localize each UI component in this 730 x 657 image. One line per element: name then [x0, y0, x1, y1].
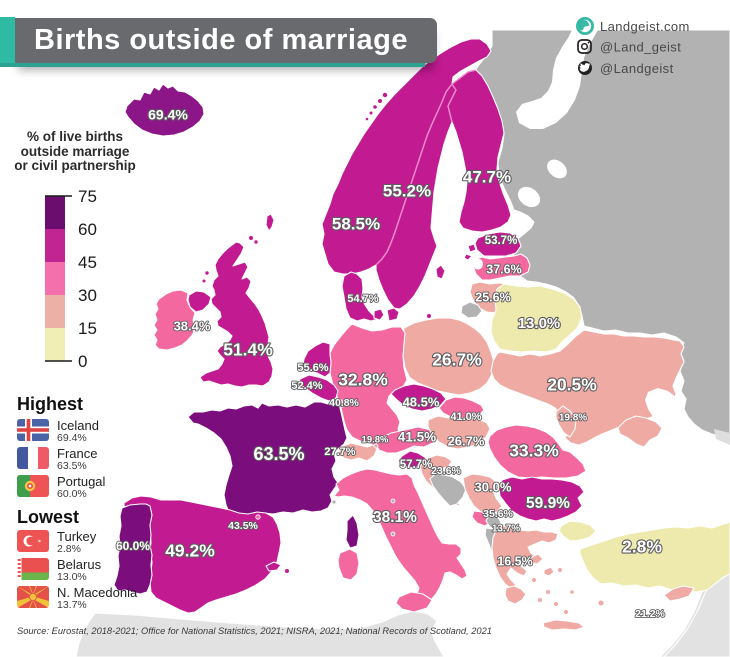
svg-text:33.3%: 33.3% — [509, 441, 559, 461]
svg-text:@Land_geist: @Land_geist — [600, 40, 681, 55]
svg-text:2.8%: 2.8% — [57, 543, 81, 555]
svg-text:60.0%: 60.0% — [116, 539, 150, 553]
svg-text:2.8%: 2.8% — [622, 537, 662, 557]
svg-text:51.4%: 51.4% — [223, 340, 273, 360]
svg-text:26.7%: 26.7% — [432, 350, 482, 370]
svg-text:35.6%: 35.6% — [483, 508, 513, 520]
svg-text:49.2%: 49.2% — [165, 541, 215, 561]
svg-text:60.0%: 60.0% — [57, 488, 87, 500]
svg-text:20.5%: 20.5% — [547, 375, 597, 395]
svg-text:47.7%: 47.7% — [463, 167, 511, 186]
svg-text:58.5%: 58.5% — [332, 214, 380, 233]
svg-text:13.7%: 13.7% — [492, 524, 520, 535]
svg-text:13.0%: 13.0% — [518, 315, 561, 332]
svg-text:Iceland: Iceland — [57, 418, 99, 433]
svg-text:30: 30 — [78, 286, 97, 305]
svg-text:59.9%: 59.9% — [526, 495, 570, 512]
svg-text:45: 45 — [78, 253, 97, 272]
svg-text:75: 75 — [78, 187, 97, 206]
svg-text:41.0%: 41.0% — [450, 411, 481, 423]
svg-text:@Landgeist: @Landgeist — [600, 61, 674, 76]
svg-text:30.0%: 30.0% — [475, 479, 512, 494]
svg-text:Turkey: Turkey — [57, 529, 97, 544]
svg-text:19.8%: 19.8% — [362, 435, 389, 446]
svg-text:53.7%: 53.7% — [485, 235, 518, 247]
svg-text:N. Macedonia: N. Macedonia — [57, 585, 138, 600]
svg-text:54.7%: 54.7% — [347, 293, 378, 305]
svg-text:52.4%: 52.4% — [291, 380, 322, 392]
svg-text:57.7%: 57.7% — [400, 459, 433, 471]
svg-text:63.5%: 63.5% — [57, 460, 87, 472]
svg-text:55.6%: 55.6% — [297, 362, 328, 374]
svg-text:16.5%: 16.5% — [497, 554, 532, 568]
svg-text:40.8%: 40.8% — [329, 397, 359, 409]
svg-text:55.2%: 55.2% — [383, 181, 431, 200]
svg-text:21.2%: 21.2% — [635, 608, 665, 620]
svg-text:13.0%: 13.0% — [57, 571, 87, 583]
svg-text:38.1%: 38.1% — [373, 509, 417, 526]
svg-text:15: 15 — [78, 319, 97, 338]
svg-text:Belarus: Belarus — [57, 557, 102, 572]
svg-text:Landgeist.com: Landgeist.com — [600, 19, 690, 34]
svg-text:13.7%: 13.7% — [57, 599, 87, 611]
svg-text:69.4%: 69.4% — [57, 432, 87, 444]
svg-text:19.8%: 19.8% — [559, 413, 587, 424]
svg-text:48.5%: 48.5% — [403, 394, 440, 409]
svg-text:France: France — [57, 446, 97, 461]
svg-text:63.5%: 63.5% — [253, 444, 304, 464]
svg-text:27.7%: 27.7% — [324, 446, 355, 458]
svg-text:69.4%: 69.4% — [148, 107, 188, 123]
svg-text:41.5%: 41.5% — [398, 430, 436, 445]
svg-text:32.8%: 32.8% — [338, 370, 388, 390]
svg-text:43.5%: 43.5% — [228, 520, 258, 532]
svg-text:60: 60 — [78, 220, 97, 239]
svg-text:23.6%: 23.6% — [431, 465, 461, 477]
svg-text:38.4%: 38.4% — [174, 318, 211, 333]
svg-text:Lowest: Lowest — [17, 507, 79, 527]
svg-text:25.6%: 25.6% — [475, 290, 510, 304]
svg-text:37.6%: 37.6% — [486, 262, 521, 276]
svg-text:Highest: Highest — [17, 394, 83, 414]
svg-text:26.7%: 26.7% — [448, 433, 485, 448]
svg-text:0: 0 — [78, 352, 87, 371]
svg-text:Portugal: Portugal — [57, 474, 106, 489]
